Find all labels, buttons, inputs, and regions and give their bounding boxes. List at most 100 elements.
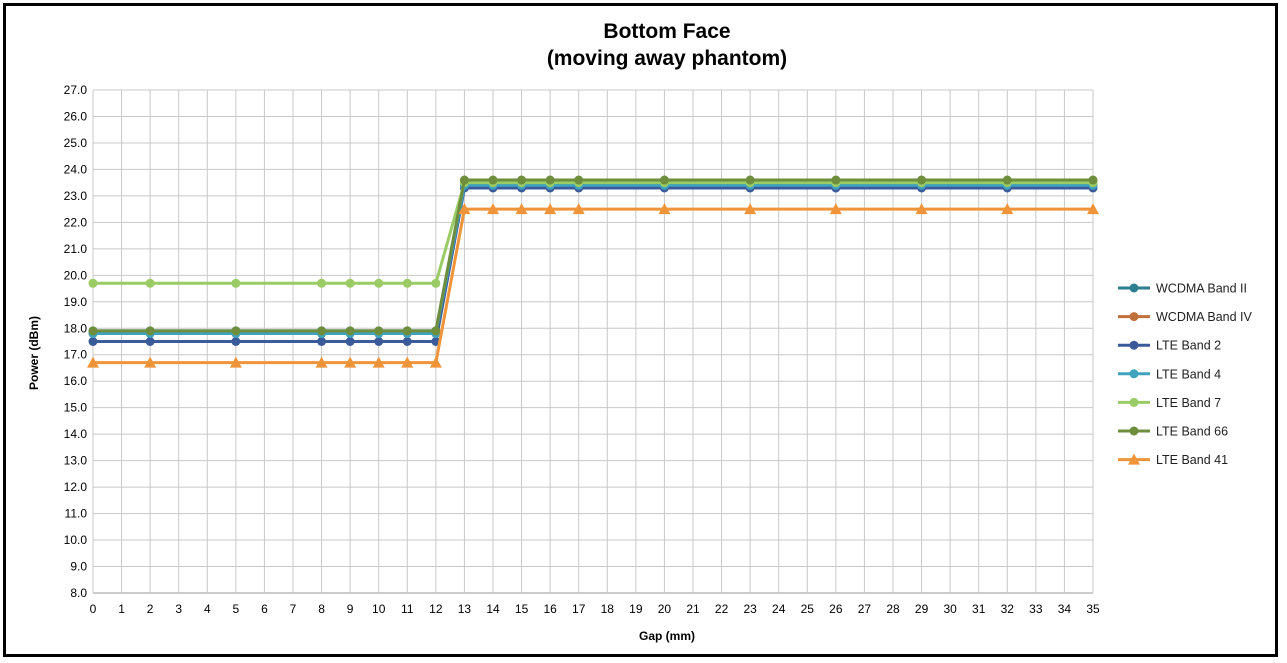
x-tick-label: 22	[715, 602, 729, 616]
legend-swatch-marker	[1129, 283, 1139, 293]
y-tick-label: 20.0	[64, 268, 88, 282]
data-point	[488, 175, 498, 185]
y-tick-label: 16.0	[64, 374, 88, 388]
x-tick-label: 16	[543, 602, 557, 616]
series-layer	[87, 175, 1099, 368]
legend-swatch-marker	[1129, 312, 1139, 322]
data-point	[88, 278, 98, 288]
gridlines	[92, 89, 1094, 594]
x-tick-label: 26	[829, 602, 843, 616]
y-tick-label: 9.0	[70, 560, 87, 574]
x-tick-label: 9	[347, 602, 354, 616]
data-point	[145, 278, 155, 288]
y-tick-label: 25.0	[64, 136, 88, 150]
data-point	[917, 175, 927, 185]
data-point	[829, 203, 842, 215]
data-point	[229, 356, 242, 368]
legend-label: WCDMA Band IV	[1156, 310, 1253, 324]
x-tick-label: 30	[943, 602, 957, 616]
y-tick-label: 15.0	[64, 401, 88, 415]
series-line	[93, 183, 1093, 336]
chart-frame: Bottom Face (moving away phantom) 8.0 9.0…	[3, 3, 1278, 657]
data-point	[459, 175, 469, 185]
data-point	[1002, 175, 1012, 185]
x-tick-label: 2	[147, 602, 154, 616]
series-0	[88, 180, 1098, 336]
legend-label: WCDMA Band II	[1156, 282, 1247, 296]
y-tick-label: 19.0	[64, 295, 88, 309]
series-3	[88, 180, 1098, 339]
data-point	[658, 203, 671, 215]
x-tick-label: 31	[972, 602, 986, 616]
x-axis-title: Gap (mm)	[639, 629, 695, 643]
series-5	[88, 175, 1098, 336]
data-point	[574, 175, 584, 185]
x-tick-label: 4	[204, 602, 211, 616]
legend-item: LTE Band 4	[1118, 367, 1221, 381]
data-point	[402, 278, 412, 288]
line-chart: Bottom Face (moving away phantom) 8.0 9.0…	[27, 20, 1253, 643]
y-tick-label: 18.0	[64, 321, 88, 335]
x-tick-label: 28	[886, 602, 900, 616]
data-point	[1087, 203, 1099, 215]
y-tick-label: 24.0	[64, 162, 88, 176]
legend-swatch-marker	[1129, 340, 1139, 350]
data-point	[431, 326, 441, 336]
legend-item: LTE Band 41	[1118, 453, 1228, 467]
x-tick-label: 3	[175, 602, 182, 616]
x-tick-label: 32	[1001, 602, 1015, 616]
series-line	[93, 181, 1093, 336]
y-tick-label: 8.0	[70, 586, 87, 600]
data-point	[315, 356, 328, 368]
data-point	[145, 337, 155, 346]
data-point	[144, 356, 157, 368]
x-axis-ticks: 0 1 2 3 4 5 6 7 8 9 10 11 12 13 14 15 16 17 18 19 20 21 22 23 24…	[90, 602, 1100, 616]
x-tick-label: 25	[801, 602, 815, 616]
data-point	[831, 175, 841, 185]
y-tick-label: 14.0	[64, 427, 88, 441]
data-point	[402, 326, 412, 336]
legend-label: LTE Band 4	[1156, 367, 1221, 381]
x-tick-label: 29	[915, 602, 929, 616]
x-tick-label: 13	[458, 602, 472, 616]
data-point	[431, 278, 441, 288]
x-tick-label: 33	[1029, 602, 1043, 616]
legend-swatch-marker	[1128, 453, 1140, 465]
x-tick-label: 34	[1058, 602, 1072, 616]
x-tick-label: 14	[486, 602, 500, 616]
x-tick-label: 0	[90, 602, 97, 616]
legend-item: WCDMA Band IV	[1118, 310, 1253, 324]
data-point	[1001, 203, 1014, 215]
x-tick-label: 7	[290, 602, 297, 616]
x-tick-label: 27	[858, 602, 872, 616]
y-tick-label: 11.0	[65, 507, 88, 521]
legend-swatch-marker	[1129, 397, 1139, 407]
y-tick-label: 12.0	[64, 480, 88, 494]
series-6	[87, 203, 1099, 368]
legend-item: WCDMA Band II	[1118, 282, 1247, 296]
y-tick-label: 10.0	[64, 533, 88, 547]
data-point	[659, 175, 669, 185]
legend-item: LTE Band 2	[1118, 339, 1221, 353]
legend-label: LTE Band 2	[1156, 339, 1221, 353]
data-point	[544, 203, 557, 215]
x-tick-label: 18	[601, 602, 615, 616]
data-point	[87, 356, 99, 368]
chart-title: Bottom Face	[603, 20, 730, 43]
data-point	[745, 175, 755, 185]
data-point	[231, 326, 241, 336]
series-line	[93, 186, 1093, 343]
data-point	[374, 278, 384, 288]
y-tick-label: 13.0	[64, 454, 88, 468]
y-axis-ticks: 8.0 9.0 10.0 11.0 12.0 13.0 14.0 15.0 16.0 17.0 18…	[64, 83, 88, 600]
x-tick-label: 21	[686, 602, 700, 616]
data-point	[374, 337, 384, 346]
x-tick-label: 15	[515, 602, 529, 616]
series-line	[93, 183, 1093, 333]
data-point	[345, 326, 355, 336]
data-point	[317, 278, 327, 288]
data-point	[915, 203, 928, 215]
data-point	[1088, 175, 1098, 185]
legend-item: LTE Band 7	[1118, 396, 1221, 410]
legend: WCDMA Band II WCDMA Band IV LTE Band 2 LTE …	[1118, 282, 1253, 467]
